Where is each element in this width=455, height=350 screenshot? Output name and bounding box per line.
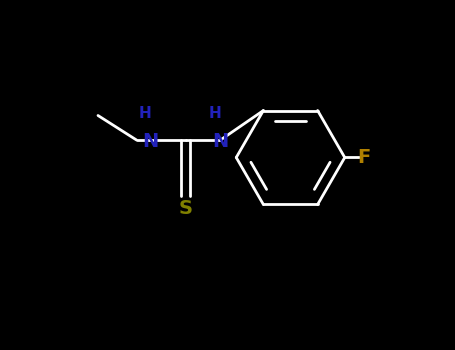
Text: H: H bbox=[209, 106, 222, 121]
Text: N: N bbox=[212, 132, 228, 151]
Text: H: H bbox=[139, 106, 152, 121]
Text: S: S bbox=[178, 199, 192, 218]
Text: F: F bbox=[357, 148, 371, 167]
Text: N: N bbox=[142, 132, 159, 151]
